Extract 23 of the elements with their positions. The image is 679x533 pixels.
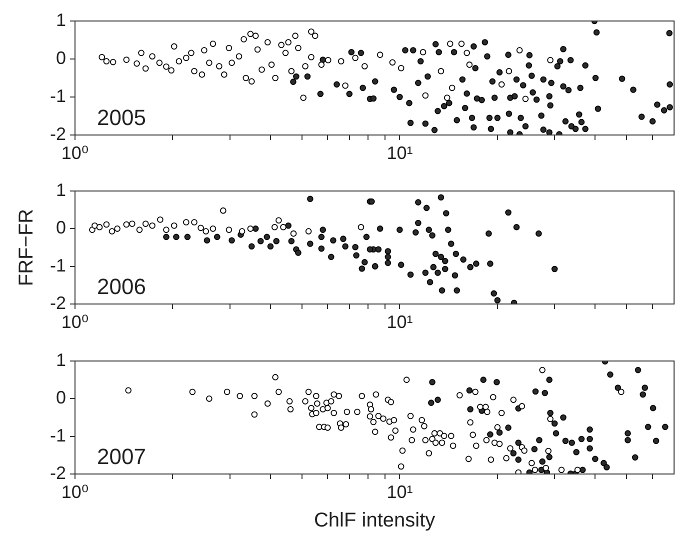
y-tick-label: 0 xyxy=(56,48,66,68)
y-axis-title: FRF−FR xyxy=(16,208,38,286)
y-tick-label: -2 xyxy=(50,462,66,483)
x-tick-label: 10⁰ xyxy=(61,312,89,332)
y-tick-label: -1 xyxy=(50,425,66,446)
x-tick-label: 10⁰ xyxy=(61,482,89,502)
annotation: 2005 xyxy=(97,105,146,130)
x-tick-label: 10¹ xyxy=(386,482,413,502)
y-tick-label: 0 xyxy=(56,388,66,408)
y-tick-label: 1 xyxy=(56,10,66,30)
y-tick-label: -1 xyxy=(50,255,66,276)
y-tick-label: -2 xyxy=(50,124,66,144)
annotation: 2006 xyxy=(97,274,146,299)
y-tick-label: 1 xyxy=(56,180,66,200)
y-tick-label: -2 xyxy=(50,292,66,313)
x-tick-label: 10¹ xyxy=(386,312,413,332)
x-axis-title: ChlF intensity xyxy=(314,510,436,532)
x-tick-label: 10¹ xyxy=(386,142,413,163)
x-tick-label: 10⁰ xyxy=(61,142,89,163)
y-tick-label: 1 xyxy=(56,350,66,370)
y-tick-label: 0 xyxy=(56,218,66,238)
annotation: 2007 xyxy=(97,444,146,469)
y-tick-label: -1 xyxy=(50,86,66,106)
